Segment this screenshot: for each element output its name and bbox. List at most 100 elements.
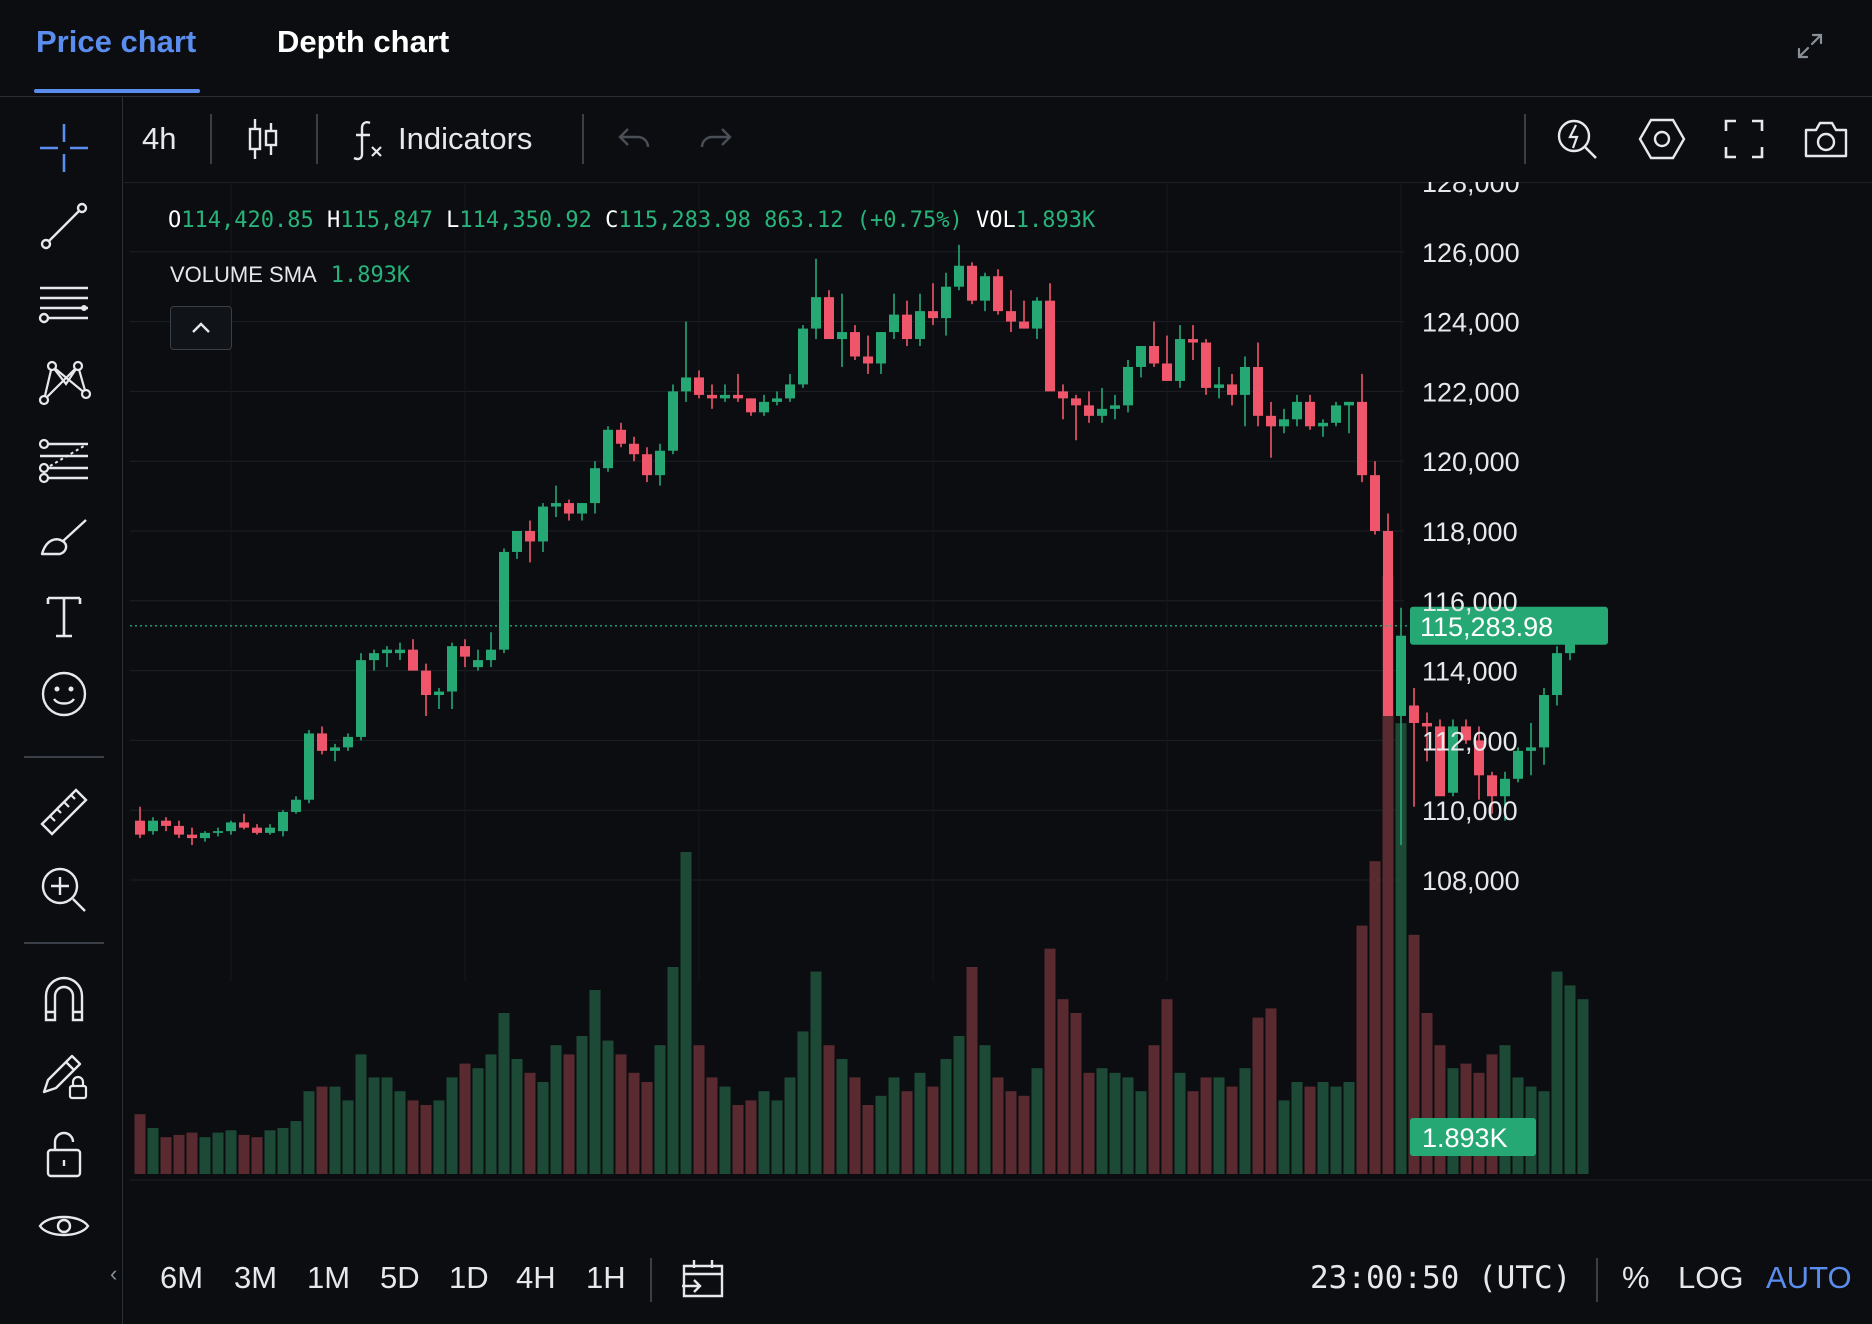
- candle-body: [1552, 653, 1562, 696]
- range-1h-button[interactable]: 1H: [586, 1260, 626, 1295]
- volume-bar: [1278, 1100, 1290, 1174]
- candle-body: [148, 820, 158, 832]
- text-tool[interactable]: [32, 584, 96, 648]
- chart-type-button[interactable]: [246, 96, 280, 182]
- candle-body: [668, 391, 678, 451]
- visibility-tool[interactable]: [32, 1194, 96, 1258]
- volume-bar: [628, 1072, 640, 1174]
- volume-bar: [1343, 1082, 1355, 1174]
- redo-button[interactable]: [698, 96, 734, 182]
- pattern-tool[interactable]: [32, 350, 96, 414]
- volume-bar: [368, 1077, 380, 1174]
- zoom-tool[interactable]: [32, 858, 96, 922]
- log-scale-button[interactable]: LOG: [1678, 1260, 1744, 1295]
- magnet-icon: [44, 976, 84, 1022]
- candle-body: [928, 311, 938, 319]
- current-volume-badge: [1410, 1118, 1536, 1156]
- candle-body: [642, 454, 652, 476]
- crosshair-icon: [40, 124, 88, 172]
- volume-bar: [849, 1077, 861, 1174]
- candle-body: [408, 649, 418, 671]
- candle-body: [1279, 419, 1289, 427]
- volume-bar: [1291, 1082, 1303, 1174]
- collapse-legend-button[interactable]: [170, 306, 232, 350]
- fib-tool[interactable]: [32, 428, 96, 492]
- unlock-icon: [46, 1131, 82, 1178]
- price-tick-label: 118,000: [1422, 517, 1518, 547]
- undo-button[interactable]: [616, 96, 652, 182]
- range-5d-button[interactable]: 5D: [380, 1260, 420, 1295]
- tab-depth-chart[interactable]: Depth chart: [277, 24, 450, 59]
- candle-body: [1188, 339, 1198, 343]
- candlestick-chart[interactable]: 115,283.98 1.893K 128,000 126,000 124,000 12…: [122, 168, 1872, 1227]
- candle-body: [603, 429, 613, 469]
- chart-toolbar: 4h Indicators: [122, 96, 1872, 183]
- expand-icon[interactable]: [1796, 32, 1824, 60]
- utc-clock[interactable]: 23:00:50 (UTC): [1310, 1260, 1572, 1296]
- candle-body: [1162, 363, 1172, 381]
- candle-body: [1136, 346, 1146, 367]
- price-tick-label: 110,000: [1422, 796, 1518, 826]
- candle-body: [1227, 384, 1237, 395]
- unlock-tool[interactable]: [32, 1122, 96, 1186]
- fullscreen-button[interactable]: [1724, 96, 1764, 182]
- flash-search-icon: [1557, 119, 1597, 159]
- volume-bar: [953, 1036, 965, 1174]
- range-4h-button[interactable]: 4H: [516, 1260, 556, 1295]
- percent-scale-button[interactable]: %: [1622, 1260, 1650, 1295]
- brush-tool[interactable]: [32, 506, 96, 570]
- volume-bar: [394, 1091, 406, 1174]
- trendline-tool[interactable]: [32, 194, 96, 258]
- candle-body: [1370, 475, 1380, 531]
- candle-body: [590, 468, 600, 504]
- toolbar-divider: [210, 114, 212, 164]
- range-3m-button[interactable]: 3M: [234, 1260, 278, 1295]
- candle-body: [655, 450, 665, 476]
- range-6m-button[interactable]: 6M: [160, 1260, 204, 1295]
- candle-body: [1240, 366, 1250, 395]
- close-value: 115,283.98: [618, 208, 751, 233]
- candle-body: [447, 646, 457, 692]
- volume-bar: [888, 1077, 900, 1174]
- candle-body: [330, 747, 340, 751]
- price-chart-area[interactable]: 115,283.98 1.893K 128,000 126,000 124,000 12…: [122, 168, 1872, 1227]
- volume-bar: [1577, 999, 1589, 1174]
- interval-button[interactable]: 4h: [142, 121, 177, 156]
- candle-body: [1019, 321, 1029, 329]
- magnet-tool[interactable]: [32, 966, 96, 1030]
- candle-body: [135, 820, 145, 835]
- indicators-button[interactable]: Indicators: [350, 96, 532, 182]
- candle-body: [1305, 401, 1315, 427]
- alert-search-button[interactable]: [1554, 96, 1600, 182]
- volume-bar: [758, 1091, 770, 1174]
- volume-bar: [290, 1121, 302, 1174]
- text-icon: [46, 596, 82, 638]
- low-label: L: [446, 208, 460, 233]
- emoji-tool[interactable]: [32, 662, 96, 726]
- horizontal-lines-tool[interactable]: [32, 272, 96, 336]
- crosshair-tool[interactable]: [32, 116, 96, 180]
- measure-tool[interactable]: [32, 780, 96, 844]
- auto-scale-button[interactable]: AUTO: [1766, 1260, 1852, 1295]
- range-1m-button[interactable]: 1M: [307, 1260, 351, 1295]
- volume-bar: [472, 1068, 484, 1174]
- candle-body: [980, 276, 990, 301]
- collapse-toolbar-chevron-icon[interactable]: ‹: [110, 1261, 118, 1286]
- goto-date-button[interactable]: [680, 1256, 726, 1305]
- volume-bar: [1564, 985, 1576, 1174]
- volume-bar: [589, 990, 601, 1174]
- range-1d-button[interactable]: 1D: [449, 1260, 489, 1295]
- lock-drawings-tool[interactable]: [32, 1044, 96, 1108]
- tab-price-chart[interactable]: Price chart: [36, 24, 197, 59]
- candle-body: [1292, 401, 1302, 420]
- candle-body: [473, 660, 483, 668]
- volume-bar: [1551, 971, 1563, 1174]
- candle-body: [1045, 300, 1055, 392]
- candle-body: [252, 827, 262, 833]
- toolbar-divider: [1524, 114, 1526, 164]
- chevron-up-icon: [192, 322, 210, 333]
- settings-button[interactable]: [1638, 96, 1686, 182]
- screenshot-button[interactable]: [1802, 96, 1850, 182]
- candle-body: [1201, 342, 1211, 388]
- close-label: C: [605, 208, 619, 233]
